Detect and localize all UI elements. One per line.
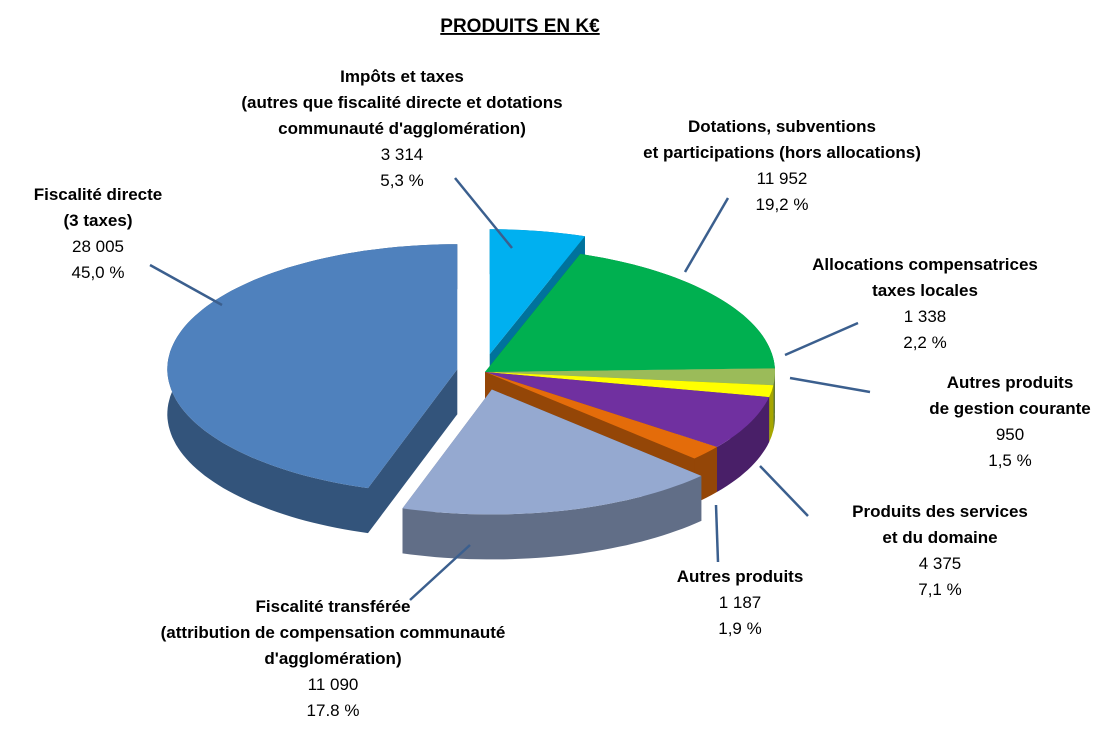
category-label: et participations (hors allocations) <box>643 143 921 162</box>
value-label: 950 <box>996 425 1024 444</box>
category-label: Autres produits <box>677 567 804 586</box>
slice <box>485 372 770 447</box>
category-label: Fiscalité directe <box>34 185 163 204</box>
slice-side <box>769 385 774 443</box>
slice-side <box>773 368 775 431</box>
slice-side <box>716 397 770 492</box>
chart-title: PRODUITS EN K€ <box>440 16 600 37</box>
percentage-label: 1,5 % <box>988 451 1031 470</box>
percentage-label: 17.8 % <box>307 701 360 720</box>
slice <box>489 229 585 355</box>
value-label: 1 338 <box>904 307 947 326</box>
category-label: d'agglomération) <box>264 649 401 668</box>
slice <box>485 368 775 386</box>
leader-line <box>683 197 730 273</box>
value-label: 28 005 <box>72 237 124 256</box>
percentage-label: 7,1 % <box>918 580 961 599</box>
percentage-label: 19,2 % <box>756 195 809 214</box>
slice-edge <box>368 369 458 534</box>
category-label: Fiscalité transférée <box>256 597 411 616</box>
slice <box>485 372 717 459</box>
leader-line <box>409 544 471 601</box>
value-label: 1 187 <box>719 593 762 612</box>
category-label: (3 taxes) <box>64 211 133 230</box>
percentage-label: 45,0 % <box>72 263 125 282</box>
slice <box>485 253 775 372</box>
category-label: communauté d'agglomération) <box>278 119 526 138</box>
category-label: Impôts et taxes <box>340 67 464 86</box>
category-label: Allocations compensatrices <box>812 255 1038 274</box>
value-label: 11 090 <box>308 675 359 694</box>
category-label: taxes locales <box>872 281 978 300</box>
category-label: Dotations, subventions <box>688 117 876 136</box>
slice <box>167 244 458 489</box>
value-label: 11 952 <box>757 169 808 188</box>
slice <box>402 389 702 515</box>
category-label: (attribution de compensation communauté <box>161 623 506 642</box>
leader-line <box>714 504 720 563</box>
percentage-label: 5,3 % <box>380 171 423 190</box>
value-label: 4 375 <box>919 554 962 573</box>
leader-line <box>149 263 223 307</box>
percentage-label: 1,9 % <box>718 619 761 638</box>
leader-line <box>759 465 809 517</box>
value-label: 3 314 <box>381 145 424 164</box>
category-label: Produits des services <box>852 502 1028 521</box>
category-label: et du domaine <box>882 528 997 547</box>
category-label: Autres produits <box>947 373 1074 392</box>
slice <box>485 372 774 398</box>
leader-line <box>789 376 871 394</box>
category-label: de gestion courante <box>929 399 1091 418</box>
leader-line <box>454 177 513 249</box>
category-label: (autres que fiscalité directe et dotatio… <box>241 93 562 112</box>
slice-side <box>402 475 702 560</box>
percentage-label: 2,2 % <box>903 333 946 352</box>
leader-line <box>784 321 859 357</box>
